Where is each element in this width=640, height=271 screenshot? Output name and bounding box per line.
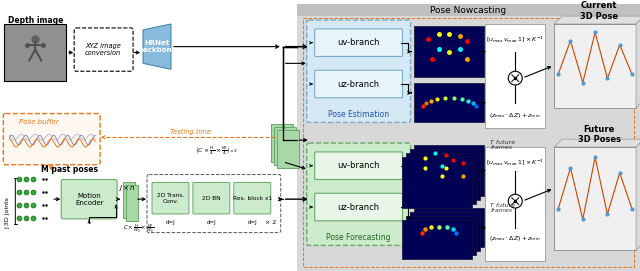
Bar bbox=[415, 208, 484, 247]
Text: uv-branch: uv-branch bbox=[337, 161, 380, 170]
Bar bbox=[415, 145, 484, 196]
Text: Res. block x1: Res. block x1 bbox=[233, 196, 272, 201]
Bar bbox=[123, 182, 135, 218]
Bar bbox=[403, 220, 472, 259]
Text: XYZ image
conversion: XYZ image conversion bbox=[85, 43, 121, 56]
FancyBboxPatch shape bbox=[315, 193, 403, 221]
FancyBboxPatch shape bbox=[315, 152, 403, 179]
Bar bbox=[406, 216, 476, 255]
FancyBboxPatch shape bbox=[315, 29, 403, 56]
FancyBboxPatch shape bbox=[193, 182, 230, 214]
Bar bbox=[297, 4, 640, 271]
Bar bbox=[485, 147, 545, 261]
Polygon shape bbox=[554, 139, 640, 147]
Text: T future
frames: T future frames bbox=[490, 203, 515, 214]
Text: 2D BN: 2D BN bbox=[202, 196, 221, 201]
Text: Testing time: Testing time bbox=[170, 129, 211, 135]
Bar bbox=[126, 185, 138, 221]
Text: $J\times n$: $J\times n$ bbox=[118, 183, 136, 193]
Bar bbox=[276, 130, 299, 168]
FancyBboxPatch shape bbox=[61, 179, 117, 219]
Text: Depth image: Depth image bbox=[8, 15, 63, 25]
Text: HRNet
backbone: HRNet backbone bbox=[138, 40, 176, 53]
Circle shape bbox=[508, 71, 522, 85]
Text: $[u_{max}\,v_{max}\,1]\times K^{-1}$: $[u_{max}\,v_{max}\,1]\times K^{-1}$ bbox=[486, 35, 544, 45]
Text: M past poses: M past poses bbox=[41, 165, 99, 174]
Text: Future
3D Poses: Future 3D Poses bbox=[577, 124, 621, 144]
FancyBboxPatch shape bbox=[234, 182, 271, 214]
Polygon shape bbox=[636, 139, 640, 250]
Text: × 2: × 2 bbox=[265, 220, 276, 225]
Text: T future
frames: T future frames bbox=[490, 140, 515, 150]
FancyBboxPatch shape bbox=[152, 182, 189, 214]
Bar bbox=[485, 24, 545, 128]
FancyBboxPatch shape bbox=[307, 20, 410, 122]
Bar bbox=[403, 157, 472, 208]
Bar bbox=[415, 83, 484, 122]
Bar bbox=[415, 26, 484, 77]
Text: d=J: d=J bbox=[166, 220, 175, 225]
Bar bbox=[410, 212, 481, 251]
Text: uv-branch: uv-branch bbox=[337, 38, 380, 47]
Bar bbox=[410, 149, 481, 200]
FancyBboxPatch shape bbox=[315, 70, 403, 98]
Bar bbox=[303, 18, 634, 267]
Text: $(z_{max}\cdot\Delta Z)+z_{min}$: $(z_{max}\cdot\Delta Z)+z_{min}$ bbox=[490, 111, 541, 120]
Text: uz-branch: uz-branch bbox=[337, 79, 380, 89]
Text: Pose Estimation: Pose Estimation bbox=[328, 110, 389, 119]
Bar bbox=[554, 24, 636, 108]
Text: $[u_{max}\,v_{max}\,1]\times K^{-1}$: $[u_{max}\,v_{max}\,1]\times K^{-1}$ bbox=[486, 158, 544, 168]
Bar bbox=[554, 147, 636, 250]
Circle shape bbox=[508, 194, 522, 208]
Polygon shape bbox=[143, 24, 171, 69]
FancyBboxPatch shape bbox=[3, 114, 100, 165]
Text: Pose Nowcasting: Pose Nowcasting bbox=[430, 6, 506, 15]
Bar bbox=[4, 24, 66, 81]
Bar bbox=[406, 153, 476, 204]
Text: d=J: d=J bbox=[207, 220, 216, 225]
Text: J 3D joints: J 3D joints bbox=[5, 197, 10, 229]
Bar bbox=[1, 4, 297, 271]
FancyBboxPatch shape bbox=[147, 175, 281, 233]
Bar bbox=[274, 127, 296, 165]
Text: Current
3D Pose: Current 3D Pose bbox=[580, 2, 618, 21]
Polygon shape bbox=[554, 16, 640, 24]
FancyBboxPatch shape bbox=[74, 28, 133, 71]
Text: Pose Forecasting: Pose Forecasting bbox=[326, 233, 391, 242]
Text: d=J: d=J bbox=[248, 220, 257, 225]
Text: Motion
Encoder: Motion Encoder bbox=[75, 193, 104, 206]
FancyBboxPatch shape bbox=[307, 143, 410, 246]
Text: Pose buffer: Pose buffer bbox=[19, 120, 59, 125]
Bar bbox=[297, 4, 640, 16]
Bar bbox=[271, 124, 292, 162]
Text: $(z_{max}\cdot\Delta Z)+z_{min}$: $(z_{max}\cdot\Delta Z)+z_{min}$ bbox=[490, 234, 541, 243]
Polygon shape bbox=[636, 16, 640, 108]
Text: $C\times\frac{H}{W_0}\times\frac{W}{W_0}$: $C\times\frac{H}{W_0}\times\frac{W}{W_0}… bbox=[124, 222, 155, 235]
Text: uz-branch: uz-branch bbox=[337, 202, 380, 212]
Text: $\left(C\times\frac{H}{4}\times\frac{W}{4}\right)_{\times2}$: $\left(C\times\frac{H}{4}\times\frac{W}{… bbox=[195, 144, 237, 156]
Text: 2D Trans.
Conv.: 2D Trans. Conv. bbox=[157, 193, 184, 204]
